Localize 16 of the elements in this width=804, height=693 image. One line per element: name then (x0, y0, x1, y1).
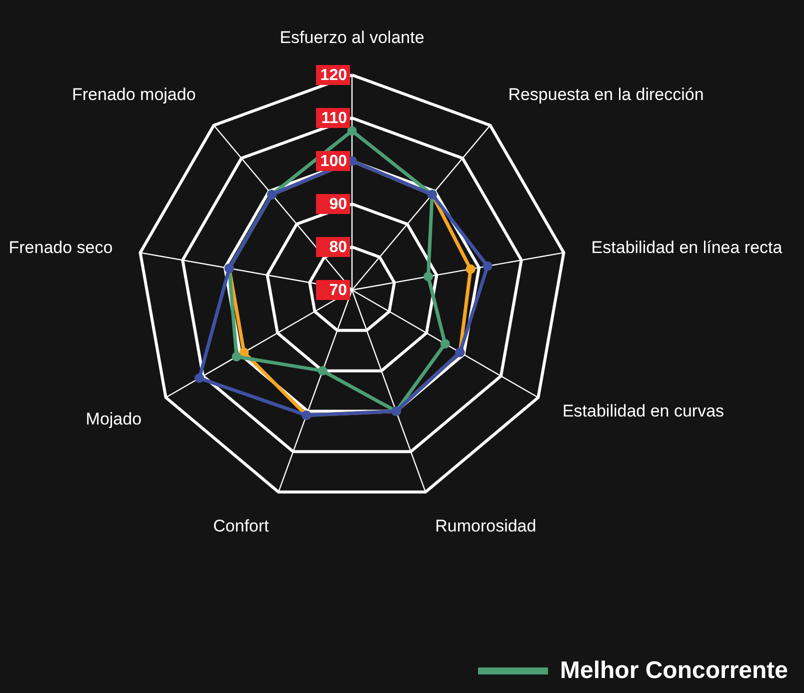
spoke-label: Estabilidad en línea recta (591, 238, 783, 257)
spoke-label: Rumorosidad (435, 516, 536, 536)
spoke-label: Esfuerzo al volante (280, 28, 424, 47)
legend-label: Melhor Concorrente (560, 657, 788, 684)
y-tick-label: 120 (320, 67, 348, 84)
spoke-label: Respuesta en la dirección (508, 84, 704, 104)
y-tick-label: 80 (329, 239, 348, 256)
y-tick-label: 110 (321, 110, 348, 127)
spoke-label: Frenado seco (8, 238, 113, 257)
spoke-label: Estabilidad en curvas (562, 402, 724, 420)
y-tick-label: 100 (320, 153, 348, 170)
spoke-label: Frenado mojado (72, 84, 196, 104)
y-tick-label: 90 (329, 196, 348, 213)
y-tick-label: 70 (329, 282, 348, 299)
spoke-label: Mojado (86, 410, 142, 428)
spoke-label: Confort (213, 516, 270, 536)
